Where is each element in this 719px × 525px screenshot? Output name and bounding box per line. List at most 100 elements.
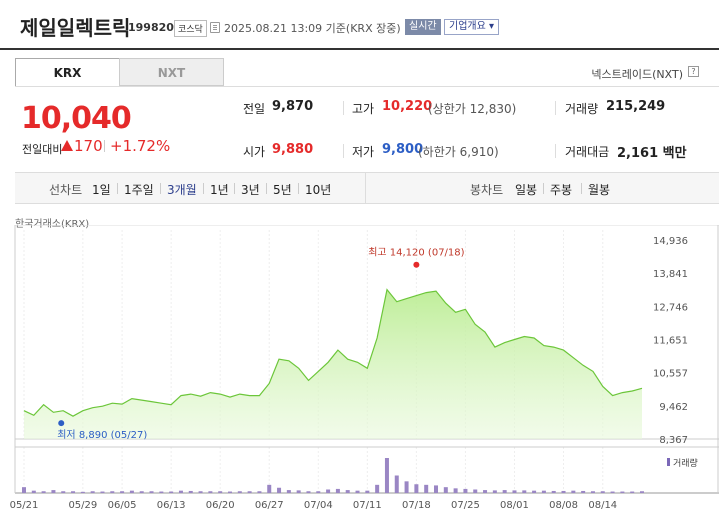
volume-bar xyxy=(522,490,527,493)
volume-bar xyxy=(414,484,419,493)
up-arrow-icon xyxy=(61,140,73,151)
change-percent: +1.72% xyxy=(110,137,171,155)
volume-bar xyxy=(512,490,517,493)
volume-bar xyxy=(306,491,311,493)
divider xyxy=(234,183,235,194)
volume-bar xyxy=(51,490,56,493)
period-1d[interactable]: 1일 xyxy=(92,183,111,197)
volume-bar xyxy=(502,490,507,493)
divider xyxy=(555,144,556,158)
nxt-link[interactable]: 넥스트레이드(NXT) xyxy=(591,68,683,81)
volume-bar xyxy=(345,490,350,493)
chart-markers: 최고 14,120 (07/18) 최저 8,890 (05/27) xyxy=(57,247,464,441)
volume-bar xyxy=(483,490,488,493)
market-badge: 코스닥 xyxy=(174,20,207,37)
high-value: 10,220 xyxy=(382,99,433,114)
volume-bar xyxy=(149,491,154,493)
x-tick-label: 08/14 xyxy=(588,500,617,511)
volume-bar xyxy=(296,490,301,493)
volume-bar xyxy=(198,491,203,493)
open-value: 9,880 xyxy=(272,142,314,157)
x-tick-label: 05/21 xyxy=(10,500,39,511)
current-price: 10,040 xyxy=(21,101,132,136)
x-tick-label: 07/18 xyxy=(402,500,431,511)
volume-bar xyxy=(208,491,213,493)
volume-bar xyxy=(120,491,125,493)
amount-label: 거래대금 xyxy=(565,145,610,159)
volume-bar xyxy=(335,488,340,493)
volume-bar xyxy=(551,490,556,493)
stock-code: 199820 xyxy=(128,21,174,34)
volume-bar xyxy=(61,491,66,493)
y-tick-label: 11,651 xyxy=(653,336,688,347)
volume-bar xyxy=(581,490,586,493)
x-axis-labels: 05/21 05/29 06/05 06/13 06/20 06/27 07/04 07/11… xyxy=(10,500,618,511)
x-tick-label: 08/08 xyxy=(549,500,578,511)
volume-bar xyxy=(228,491,232,493)
low-label: 저가 xyxy=(352,145,375,159)
volume-bar xyxy=(463,488,468,493)
price-chart[interactable]: 최고 14,120 (07/18) 최저 8,890 (05/27) 14,936… xyxy=(0,225,719,525)
volume-bar xyxy=(404,481,409,493)
volume-bar xyxy=(600,491,605,493)
stock-header: 제일일렉트릭 199820 코스닥 2025.08.21 13:09 기준(KR… xyxy=(0,0,719,50)
divider xyxy=(555,101,556,115)
stock-name: 제일일렉트릭 xyxy=(20,16,131,40)
period-10y[interactable]: 10년 xyxy=(305,183,332,197)
volume-bars: 거래량 xyxy=(22,457,698,493)
period-monthly[interactable]: 월봉 xyxy=(588,183,611,197)
volume-bar xyxy=(473,489,478,493)
open-label: 시가 xyxy=(243,145,266,159)
volume-bar xyxy=(218,491,223,493)
volume-bar xyxy=(630,491,635,493)
period-bar: 선차트 1일 1주일 3개월 1년 3년 5년 10년 봉차트 일봉 주봉 월봉 xyxy=(15,172,719,204)
max-point-marker xyxy=(413,261,420,268)
chart-grid xyxy=(14,225,719,494)
help-icon[interactable]: ? xyxy=(688,66,699,77)
volume-label: 거래량 xyxy=(565,102,599,116)
tab-nxt[interactable]: NXT xyxy=(119,58,224,86)
volume-legend-label: 거래량 xyxy=(673,457,698,469)
divider xyxy=(581,183,582,194)
volume-bar xyxy=(610,491,615,493)
candle-chart-label: 봉차트 xyxy=(470,183,504,197)
period-3y[interactable]: 3년 xyxy=(241,183,260,197)
company-overview-button[interactable]: 기업개요 ▾ xyxy=(444,19,499,35)
tab-krx[interactable]: KRX xyxy=(15,58,120,86)
period-weekly[interactable]: 주봉 xyxy=(550,183,573,197)
y-tick-label: 9,462 xyxy=(659,402,688,413)
period-3m[interactable]: 3개월 xyxy=(167,183,197,197)
y-tick-label: 8,367 xyxy=(659,435,688,446)
volume-bar xyxy=(561,490,566,493)
divider xyxy=(543,183,544,194)
volume-value: 215,249 xyxy=(606,99,666,114)
x-tick-label: 06/27 xyxy=(255,500,284,511)
y-tick-label: 13,841 xyxy=(653,269,688,280)
max-label: 최고 14,120 (07/18) xyxy=(368,247,464,259)
period-1w[interactable]: 1주일 xyxy=(124,183,154,197)
volume-bar xyxy=(31,490,36,493)
volume-bar xyxy=(41,491,46,493)
volume-bar xyxy=(492,490,497,493)
x-tick-label: 07/04 xyxy=(304,500,333,511)
x-tick-label: 06/05 xyxy=(108,500,137,511)
upper-limit: (상한가 12,830) xyxy=(428,102,517,116)
volume-bar xyxy=(443,487,448,493)
y-tick-label: 14,936 xyxy=(653,236,688,247)
volume-bar xyxy=(424,484,429,493)
volume-bar xyxy=(159,491,164,493)
volume-bar xyxy=(139,491,144,493)
volume-bar xyxy=(326,489,331,493)
y-axis-labels: 14,936 13,841 12,746 11,651 10,557 9,462 8,367 xyxy=(653,236,688,446)
period-5y[interactable]: 5년 xyxy=(273,183,292,197)
volume-bar xyxy=(169,491,174,493)
volume-bar xyxy=(22,487,26,493)
x-tick-label: 05/29 xyxy=(68,500,97,511)
prev-value: 9,870 xyxy=(272,99,314,114)
volume-bar xyxy=(453,488,458,493)
y-tick-label: 10,557 xyxy=(653,369,688,380)
period-daily[interactable]: 일봉 xyxy=(515,183,538,197)
period-1y[interactable]: 1년 xyxy=(210,183,229,197)
realtime-button[interactable]: 실시간 xyxy=(405,19,441,35)
volume-bar xyxy=(640,491,644,493)
